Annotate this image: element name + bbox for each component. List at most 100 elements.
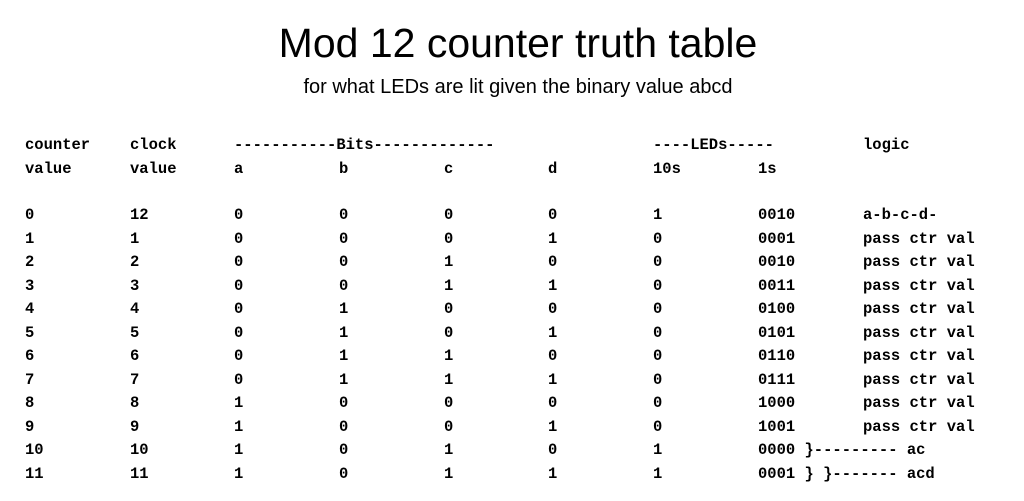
cell-logic: pass ctr val [863, 394, 975, 412]
cell-logic: pass ctr val [863, 370, 975, 389]
cell-a: 1 [234, 417, 244, 436]
cell-d: 0 [548, 206, 558, 224]
cell-d: 1 [548, 229, 558, 248]
header-leds-ones: 1s [758, 160, 777, 178]
cell-tens: 1 [653, 464, 663, 483]
header-clock-value: value [130, 160, 177, 178]
cell-tens: 0 [653, 347, 663, 365]
cell-a: 1 [234, 464, 244, 483]
header-leds-tens: 10s [653, 160, 681, 178]
cell-a: 0 [234, 300, 244, 318]
cell-clock: 9 [130, 417, 140, 436]
cell-d: 0 [548, 394, 558, 412]
cell-a: 1 [234, 441, 244, 459]
cell-d: 0 [548, 347, 558, 365]
cell-c: 0 [444, 394, 454, 412]
cell-d: 0 [548, 441, 558, 459]
cell-clock: 3 [130, 276, 140, 295]
header-bit-c: c [444, 160, 454, 178]
cell-b: 1 [339, 323, 349, 342]
header-clock: clock [130, 136, 177, 154]
cell-d: 0 [548, 300, 558, 318]
cell-clock: 6 [130, 347, 140, 365]
cell-ones: 0001 } }------- acd [758, 464, 935, 483]
cell-clock: 4 [130, 300, 140, 318]
cell-d: 1 [548, 417, 558, 436]
cell-tens: 1 [653, 206, 663, 224]
cell-tens: 0 [653, 323, 663, 342]
cell-counter: 1 [25, 229, 35, 248]
cell-b: 0 [339, 441, 349, 459]
cell-b: 0 [339, 276, 349, 295]
cell-c: 0 [444, 417, 454, 436]
cell-clock: 1 [130, 229, 140, 248]
cell-c: 1 [444, 347, 454, 365]
header-leds: ----LEDs----- [653, 136, 774, 154]
cell-a: 0 [234, 206, 244, 224]
cell-c: 0 [444, 229, 454, 248]
cell-c: 1 [444, 441, 454, 459]
cell-tens: 1 [653, 441, 663, 459]
cell-counter: 5 [25, 323, 35, 342]
cell-clock: 12 [130, 206, 149, 224]
cell-ones: 0000 }--------- ac [758, 441, 926, 459]
cell-c: 0 [444, 323, 454, 342]
cell-counter: 0 [25, 206, 35, 224]
cell-logic: pass ctr val [863, 253, 975, 271]
cell-tens: 0 [653, 370, 663, 389]
page-title: Mod 12 counter truth table [278, 20, 758, 66]
cell-tens: 0 [653, 229, 663, 248]
header-counter: counter [25, 136, 91, 154]
cell-a: 1 [234, 394, 244, 412]
cell-counter: 11 [25, 464, 44, 483]
header-bit-d: d [548, 160, 558, 178]
cell-ones: 1000 [758, 394, 796, 412]
cell-c: 0 [444, 300, 454, 318]
cell-b: 0 [339, 253, 349, 271]
cell-c: 1 [444, 370, 454, 389]
cell-c: 0 [444, 206, 454, 224]
header-bit-b: b [339, 160, 349, 178]
cell-clock: 8 [130, 394, 140, 412]
cell-b: 0 [339, 394, 349, 412]
cell-a: 0 [234, 370, 244, 389]
cell-ones: 0101 [758, 323, 796, 342]
cell-clock: 10 [130, 441, 149, 459]
cell-ones: 0110 [758, 347, 796, 365]
cell-counter: 4 [25, 300, 35, 318]
cell-logic: pass ctr val [863, 417, 975, 436]
cell-counter: 2 [25, 253, 35, 271]
cell-tens: 0 [653, 276, 663, 295]
header-counter-value: value [25, 160, 72, 178]
cell-a: 0 [234, 276, 244, 295]
cell-clock: 2 [130, 253, 140, 271]
cell-ones: 0010 [758, 253, 796, 271]
cell-ones: 0111 [758, 370, 796, 389]
cell-counter: 6 [25, 347, 35, 365]
cell-tens: 0 [653, 300, 663, 318]
cell-counter: 7 [25, 370, 35, 389]
cell-b: 1 [339, 370, 349, 389]
cell-tens: 0 [653, 417, 663, 436]
cell-logic: pass ctr val [863, 347, 975, 365]
header-logic: logic [863, 136, 910, 154]
header-bit-a: a [234, 160, 244, 178]
cell-b: 1 [339, 347, 349, 365]
cell-clock: 5 [130, 323, 140, 342]
page-subtitle: for what LEDs are lit given the binary v… [303, 76, 733, 98]
cell-logic: pass ctr val [863, 300, 975, 318]
cell-counter: 10 [25, 441, 44, 459]
cell-ones: 0001 [758, 229, 796, 248]
cell-c: 1 [444, 253, 454, 271]
cell-counter: 9 [25, 417, 35, 436]
cell-tens: 0 [653, 253, 663, 271]
header-bits: -----------Bits------------- [234, 136, 495, 154]
cell-ones: 0100 [758, 300, 796, 318]
cell-counter: 8 [25, 394, 35, 412]
cell-tens: 0 [653, 394, 663, 412]
cell-d: 1 [548, 370, 558, 389]
cell-b: 0 [339, 417, 349, 436]
cell-ones: 1001 [758, 417, 796, 436]
cell-logic: a-b-c-d- [863, 206, 938, 224]
cell-clock: 11 [130, 464, 149, 483]
